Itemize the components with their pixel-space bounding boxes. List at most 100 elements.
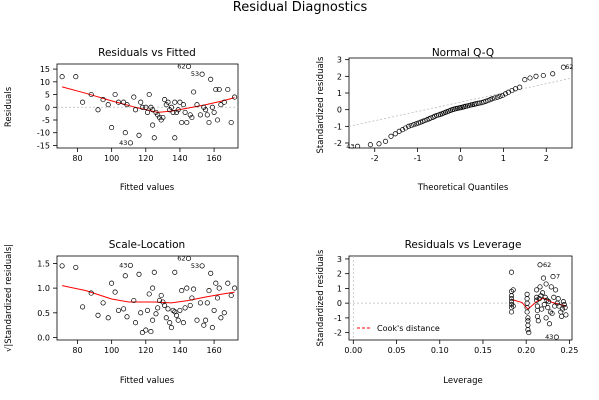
data-point [546,321,553,327]
data-point [122,130,128,136]
panel-title: Normal Q-Q [432,47,494,59]
data-point [168,325,174,331]
data-point [139,330,145,336]
data-point [553,287,559,293]
data-point [122,273,128,279]
data-point [536,296,542,302]
data-point [561,302,567,308]
data-point [355,143,361,148]
data-point [559,313,565,319]
x-tick-label: 160 [206,154,221,163]
y-tick-label: 1.5 [37,259,50,268]
data-point [499,92,506,99]
data-point [221,99,227,105]
data-point [199,71,205,77]
point-label: 62 [543,261,551,269]
data-point [203,317,209,323]
data-point [132,107,139,113]
data-point [524,296,530,302]
data-point [534,313,540,319]
data-point [508,302,515,308]
data-point [59,74,65,80]
data-point [545,305,551,311]
data-point [115,99,122,105]
data-point [512,86,518,92]
data-point [191,286,197,292]
data-point [540,275,547,281]
x-tick-label: 1 [501,154,506,163]
data-point [549,310,555,317]
data-point [206,119,212,126]
data-point [463,103,469,109]
data-point [543,315,549,321]
data-point [150,122,156,128]
data-point [533,73,539,79]
data-point [109,280,115,286]
data-point [175,317,181,323]
data-point [406,123,412,129]
data-point [216,285,222,291]
residuals-vs-fitted-panel: Residuals vs Fitted Fitted values Residu… [4,47,239,193]
data-point [155,112,161,118]
data-point [180,320,186,326]
x-tick-label: 0.05 [388,346,406,355]
data-point [502,91,509,97]
data-point [494,94,500,100]
point-label: 7 [556,273,560,281]
data-point [143,327,149,333]
data-point [151,269,157,275]
panel-title: Residuals vs Leverage [405,239,522,251]
data-point [508,296,515,302]
data-point [411,122,417,128]
point-label: 43 [119,139,127,147]
data-point [112,289,118,295]
y-axis-label: Standardized residuals [316,56,326,153]
data-point [197,300,203,306]
data-point [131,297,137,304]
data-point [95,312,101,318]
y-tick-label: -15 [37,141,50,150]
x-tick-label: 100 [104,346,119,355]
data-point [80,304,86,310]
point-label: 43 [346,142,354,150]
y-tick-label: 1 [337,89,342,98]
data-point [59,263,65,269]
data-point [182,109,188,115]
data-point [517,84,523,90]
y-tick-label: -2 [334,329,342,338]
data-point [194,102,200,108]
y-tick-label: 5 [45,91,50,100]
data-point [136,271,142,277]
data-point [189,295,195,301]
data-point [552,303,558,309]
data-point [155,305,161,311]
data-point [180,102,186,108]
data-point [510,287,516,293]
data-point [550,274,556,280]
data-point [131,94,137,100]
point-label: 62 [565,63,573,71]
data-point [232,285,238,291]
data-point [158,292,164,299]
y-tick-label: 3 [337,255,342,264]
data-point [121,99,127,105]
data-point [560,299,566,305]
data-point [524,291,530,297]
y-tick-label: 3 [337,56,342,65]
data-point [522,77,528,83]
data-point [563,312,569,318]
data-point [225,280,231,286]
point-label: 43 [119,261,127,269]
point-label: 53 [191,262,199,270]
data-point [124,102,130,108]
data-point [201,322,207,328]
y-tick-label: -10 [37,129,50,138]
data-point [525,327,531,333]
data-point [187,112,193,118]
data-point [508,309,515,315]
data-point [213,86,219,93]
data-point [537,284,543,290]
data-point [556,303,562,309]
data-point [422,117,428,124]
